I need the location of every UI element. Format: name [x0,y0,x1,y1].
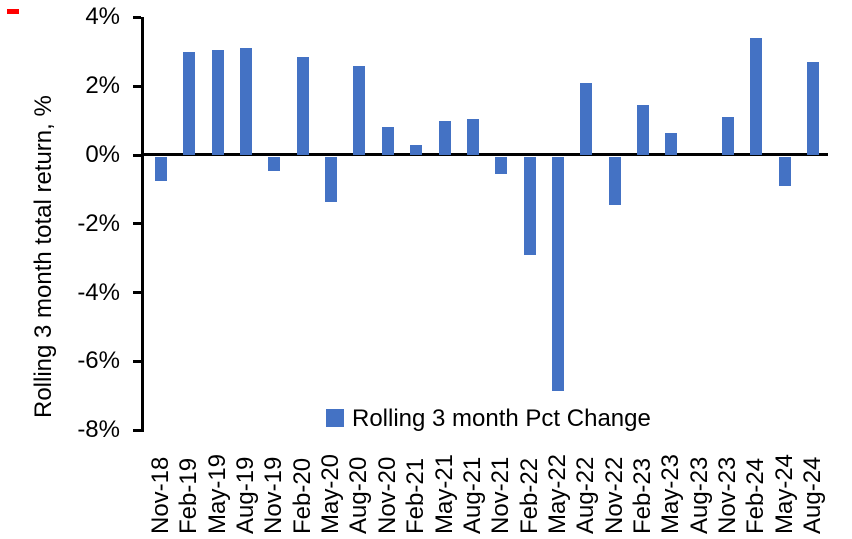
bar [155,157,167,181]
y-tick-label: -8% [77,416,120,443]
bar [439,121,451,155]
legend-label: Rolling 3 month Pct Change [352,405,651,432]
y-tick-mark [133,85,141,88]
bar [524,157,536,255]
bar [325,157,337,202]
y-tick-label: -2% [77,210,120,237]
bar [353,66,365,155]
bar [580,83,592,155]
y-tick-mark [133,291,141,294]
bar [382,127,394,155]
x-axis-label: Aug-20 [345,456,372,534]
bar [609,157,621,205]
x-axis-label: May-19 [204,453,231,534]
x-axis-label: Nov-19 [260,456,287,534]
x-axis-label: Aug-22 [572,456,599,534]
bar [665,133,677,155]
x-axis-label: May-20 [317,453,344,534]
bar [637,105,649,155]
y-tick-label: 2% [85,72,120,99]
bar [779,157,791,186]
x-axis-label: Nov-20 [374,456,401,534]
x-axis-label: May-22 [544,453,571,534]
y-tick-mark [133,154,141,157]
y-tick-mark [133,16,141,19]
bar [183,52,195,155]
bar [410,145,422,155]
x-axis-label: Feb-22 [516,457,543,534]
bar [722,117,734,155]
y-tick-label: 4% [85,3,120,30]
x-axis-label: Aug-23 [686,456,713,534]
y-axis-line [141,17,144,432]
legend-marker-icon [326,409,344,427]
x-axis-label: Nov-22 [601,456,628,534]
x-axis-label: Nov-23 [714,456,741,534]
x-axis-label: Feb-20 [289,457,316,534]
y-tick-mark [133,222,141,225]
y-tick-mark [133,429,141,432]
y-tick-mark [133,360,141,363]
x-axis-label: May-24 [771,453,798,534]
x-axis-label: Feb-24 [742,457,769,534]
bar [807,62,819,155]
y-tick-label: -6% [77,347,120,374]
x-axis-label: Nov-18 [147,456,174,534]
x-axis-label: Feb-19 [175,457,202,534]
red-marker [7,9,19,14]
x-axis-label: Feb-23 [629,457,656,534]
x-axis-label: May-23 [657,453,684,534]
x-axis-label: Aug-19 [232,456,259,534]
bar [212,50,224,155]
bar [297,57,309,155]
y-tick-label: -4% [77,279,120,306]
bar [467,119,479,155]
y-tick-label: 0% [85,141,120,168]
bar [552,157,564,391]
legend: Rolling 3 month Pct Change [326,406,651,432]
x-axis-label: May-21 [431,453,458,534]
bar [750,38,762,155]
bar [495,157,507,174]
x-axis-zero-line [141,153,828,156]
x-axis-label: Aug-24 [799,456,826,534]
x-axis-label: Feb-21 [402,457,429,534]
x-axis-label: Nov-21 [487,456,514,534]
bar [240,48,252,155]
bar [268,157,280,171]
x-axis-label: Aug-21 [459,456,486,534]
